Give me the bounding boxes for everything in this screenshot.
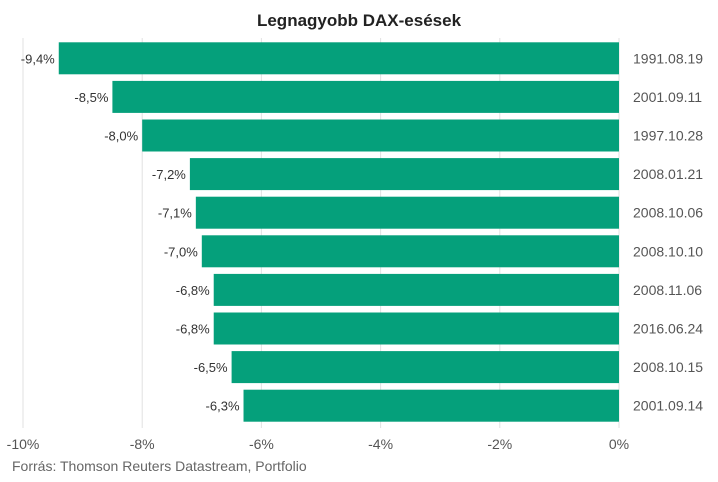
bar-value-label: -6,3% [206, 399, 240, 414]
bar [58, 42, 619, 75]
bar-value-label: -6,5% [194, 360, 228, 375]
x-axis-tick-labels: -10% -8% -6% -4% -2% 0% [7, 436, 629, 452]
category-label: 1997.10.28 [633, 128, 703, 144]
bar-value-label: -6,8% [176, 283, 210, 298]
chart-title: Legnagyobb DAX-esések [257, 11, 462, 30]
x-tick-label: -2% [487, 436, 512, 452]
bars [58, 42, 620, 422]
bar-value-label: -7,2% [152, 167, 186, 182]
x-tick-label: -8% [130, 436, 155, 452]
category-label: 2008.10.15 [633, 359, 703, 375]
value-labels: -9,4% -8,5% -8,0% -7,2% -7,1% -7,0% -6,8% -6,8%… [21, 51, 240, 413]
bar [213, 273, 619, 306]
category-label: 1991.08.19 [633, 50, 703, 66]
bar [189, 158, 619, 191]
bar-value-label: -8,0% [104, 129, 138, 144]
bar [231, 351, 619, 384]
bar-value-label: -7,1% [158, 206, 192, 221]
x-tick-label: -10% [7, 436, 40, 452]
bar-value-label: -6,8% [176, 322, 210, 337]
bar [142, 119, 619, 152]
source-note: Forrás: Thomson Reuters Datastream, Port… [12, 458, 307, 474]
x-tick-label: -4% [368, 436, 393, 452]
bar-value-label: -9,4% [21, 51, 55, 66]
category-labels: 1991.08.19 2001.09.11 1997.10.28 2008.01.21… [633, 50, 703, 413]
bar [213, 312, 619, 345]
category-label: 2001.09.11 [633, 89, 702, 105]
bar-value-label: -8,5% [74, 90, 108, 105]
bar [195, 196, 619, 229]
bar-value-label: -7,0% [164, 244, 198, 259]
category-label: 2008.01.21 [633, 166, 703, 182]
bar [243, 389, 619, 422]
x-tick-label: -6% [249, 436, 274, 452]
category-label: 2008.10.10 [633, 243, 703, 259]
category-label: 2008.10.06 [633, 205, 703, 221]
x-tick-label: 0% [609, 436, 629, 452]
category-label: 2001.09.14 [633, 398, 703, 414]
bar [201, 235, 620, 268]
bar [112, 80, 620, 113]
category-label: 2016.06.24 [633, 321, 703, 337]
category-label: 2008.11.06 [633, 282, 702, 298]
